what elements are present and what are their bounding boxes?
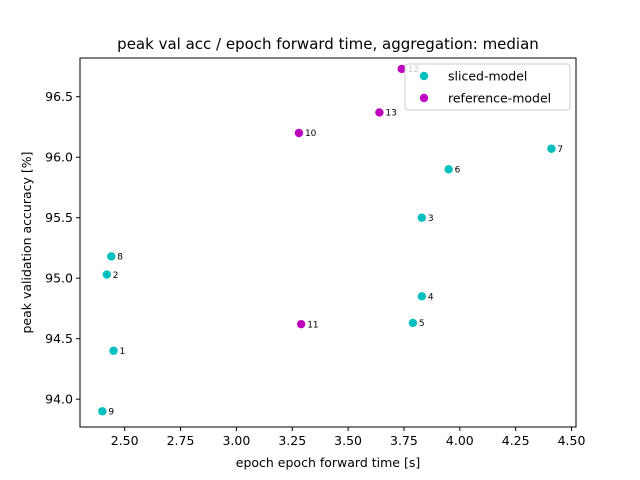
x-tick-label: 3.75	[390, 433, 418, 448]
data-point	[417, 292, 427, 301]
legend-entry: sliced-model	[448, 69, 527, 84]
data-point	[417, 213, 427, 222]
legend-marker	[419, 93, 429, 103]
data-point	[547, 144, 556, 153]
chart-title: peak val acc / epoch forward time, aggre…	[117, 35, 539, 53]
point-label: 3	[428, 214, 434, 224]
point-label: 13	[385, 109, 396, 119]
legend-marker	[419, 71, 429, 81]
data-point	[375, 108, 384, 117]
data-point	[109, 346, 118, 355]
x-tick-label: 3.00	[222, 433, 250, 448]
point-label: 6	[455, 166, 461, 176]
y-tick-label: 95.5	[45, 210, 73, 225]
x-tick-label: 4.25	[502, 433, 530, 448]
data-point	[296, 319, 306, 329]
data-point	[444, 165, 453, 174]
y-tick-label: 94.5	[45, 331, 73, 346]
data-point	[102, 270, 112, 279]
y-tick-label: 94.0	[45, 392, 73, 407]
y-tick-label: 96.0	[45, 150, 73, 165]
point-label: 5	[419, 319, 425, 329]
x-axis-label: epoch epoch forward time [s]	[236, 455, 420, 470]
x-tick-label: 3.50	[334, 433, 362, 448]
x-tick-label: 4.00	[446, 433, 474, 448]
data-point	[397, 64, 406, 74]
plot-area: 2.50 2.75 3.00 3.25 3.50 3.75 4.00 4.25 4.50 94.0…	[45, 64, 586, 448]
point-label: 1	[120, 347, 126, 357]
y-axis-label: peak validation accuracy [%]	[19, 151, 34, 333]
point-label: 8	[117, 253, 123, 263]
point-label: 11	[307, 320, 318, 330]
y-tick-label: 95.0	[45, 271, 73, 286]
point-label: 7	[557, 145, 563, 155]
data-point	[98, 407, 107, 416]
point-label: 9	[108, 407, 114, 417]
x-tick-label: 4.50	[558, 433, 586, 448]
axes-frame	[79, 57, 577, 428]
x-tick-label: 2.50	[111, 433, 139, 448]
legend-box	[404, 63, 571, 111]
data-point	[107, 252, 116, 261]
point-label: 4	[428, 293, 434, 303]
x-tick-label: 2.75	[167, 433, 195, 448]
data-point	[408, 318, 418, 328]
point-label: 2	[113, 271, 119, 281]
y-tick-label: 96.5	[45, 89, 73, 104]
x-tick-label: 3.25	[278, 433, 306, 448]
point-label: 10	[305, 129, 317, 139]
legend-entry: reference-model	[448, 91, 551, 106]
data-point	[294, 128, 304, 138]
legend: sliced-model reference-model	[404, 63, 571, 111]
